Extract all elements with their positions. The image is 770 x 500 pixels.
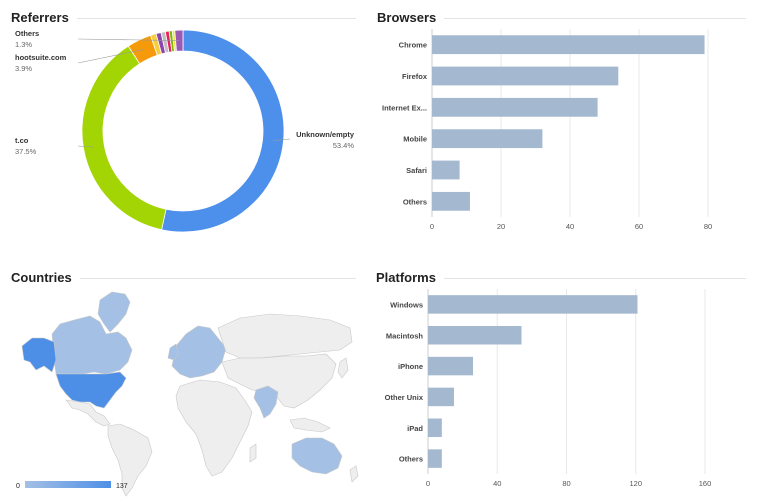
bar-internet-ex-[interactable] [432, 97, 598, 117]
referrers-rule [10, 18, 356, 19]
map-india [253, 385, 279, 419]
bar-firefox[interactable] [432, 66, 619, 86]
map-greenland [97, 291, 131, 333]
map-south-america [107, 423, 153, 497]
map-legend-min: 0 [16, 483, 20, 490]
category-label: Chrome [399, 41, 427, 50]
x-tick-label: 40 [493, 479, 501, 488]
category-label: Others [403, 197, 427, 206]
map-new-zealand [349, 465, 359, 483]
map-japan [337, 357, 349, 379]
referrers-panel: Referrers Unknown/empty 53.4% t.co 37.5% hoo… [0, 0, 370, 250]
donut-pct-hootsuite-com: 3.9% [15, 64, 32, 73]
bar-safari[interactable] [432, 160, 460, 180]
x-tick-label: 60 [635, 222, 643, 231]
browsers-rule [376, 18, 746, 19]
countries-map: 0 137 [16, 291, 359, 497]
donut-slice-unknown-empty[interactable] [161, 29, 285, 233]
countries-title: Countries [11, 270, 80, 285]
x-tick-label: 0 [426, 479, 430, 488]
browsers-panel: Browsers 0 20 40 60 80 Chrome Firefox Internet … [370, 0, 770, 250]
countries-rule [10, 278, 356, 279]
donut-slice-t-co[interactable] [81, 45, 167, 231]
map-asia [221, 353, 337, 409]
donut-pct-t-co: 37.5% [15, 147, 37, 156]
map-mexico [65, 399, 111, 427]
bar-others[interactable] [428, 449, 442, 468]
bar-ipad[interactable] [428, 418, 442, 438]
browsers-title: Browsers [377, 10, 445, 25]
category-label: Other Unix [385, 393, 424, 402]
category-label: Macintosh [386, 331, 424, 340]
map-uk [167, 343, 179, 361]
donut-label-others: Others [15, 29, 39, 38]
bar-other-unix[interactable] [428, 387, 454, 407]
bar-windows[interactable] [428, 295, 638, 314]
map-canada [51, 315, 133, 375]
map-russia [217, 313, 353, 359]
donut-leader-hootsuite-com [77, 49, 144, 64]
map-indonesia [289, 417, 331, 433]
referrers-title: Referrers [11, 10, 77, 25]
category-label: Internet Ex... [382, 103, 427, 112]
platforms-title: Platforms [376, 270, 444, 285]
map-africa [175, 379, 253, 477]
map-europe [171, 325, 227, 379]
map-legend-max: 137 [116, 483, 128, 490]
bar-mobile[interactable] [432, 129, 543, 149]
category-label: iPhone [398, 362, 423, 371]
x-tick-label: 160 [699, 479, 712, 488]
x-tick-label: 80 [562, 479, 570, 488]
donut-leader-t-co [77, 145, 94, 148]
category-label: Mobile [403, 135, 427, 144]
map-madagascar [249, 443, 257, 463]
platforms-rule [376, 278, 746, 279]
donut-label-unknown-empty: Unknown/empty [296, 130, 355, 139]
category-label: Safari [406, 166, 427, 175]
category-label: Others [399, 455, 423, 464]
category-label: Firefox [402, 72, 428, 81]
platforms-bar-chart: 0 40 80 120 160 Windows Macintosh iPhone Other U… [385, 289, 712, 488]
platforms-panel: Platforms 0 40 80 120 160 Windows Macintosh iPh… [370, 262, 770, 500]
map-usa [55, 371, 127, 409]
donut-label-hootsuite-com: hootsuite.com [15, 53, 67, 62]
x-tick-label: 20 [497, 222, 505, 231]
donut-pct-unknown-empty: 53.4% [333, 141, 355, 150]
map-alaska [21, 337, 57, 373]
bar-macintosh[interactable] [428, 326, 522, 345]
category-label: iPad [407, 424, 423, 433]
countries-panel: Countries [0, 262, 370, 500]
bar-chrome[interactable] [432, 35, 705, 55]
x-tick-label: 0 [430, 222, 434, 231]
bar-others[interactable] [432, 191, 470, 211]
donut-pct-others: 1.3% [15, 40, 32, 49]
x-tick-label: 80 [704, 222, 712, 231]
map-legend-bar [25, 481, 111, 488]
bar-iphone[interactable] [428, 356, 474, 376]
donut-leader-unknown-empty [272, 138, 291, 141]
x-tick-label: 40 [566, 222, 574, 231]
donut-leader-others [77, 38, 180, 41]
x-tick-label: 120 [629, 479, 642, 488]
category-label: Windows [390, 300, 423, 309]
browsers-bar-chart: 0 20 40 60 80 Chrome Firefox Internet Ex... Mobi… [382, 29, 712, 231]
referrers-donut-chart: Unknown/empty 53.4% t.co 37.5% hootsuite.com… [15, 29, 355, 233]
donut-label-t-co: t.co [15, 136, 29, 145]
map-australia [291, 437, 343, 475]
